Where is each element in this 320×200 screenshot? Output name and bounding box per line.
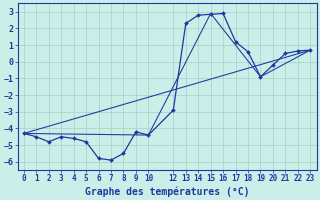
X-axis label: Graphe des températures (°C): Graphe des températures (°C) — [85, 186, 249, 197]
